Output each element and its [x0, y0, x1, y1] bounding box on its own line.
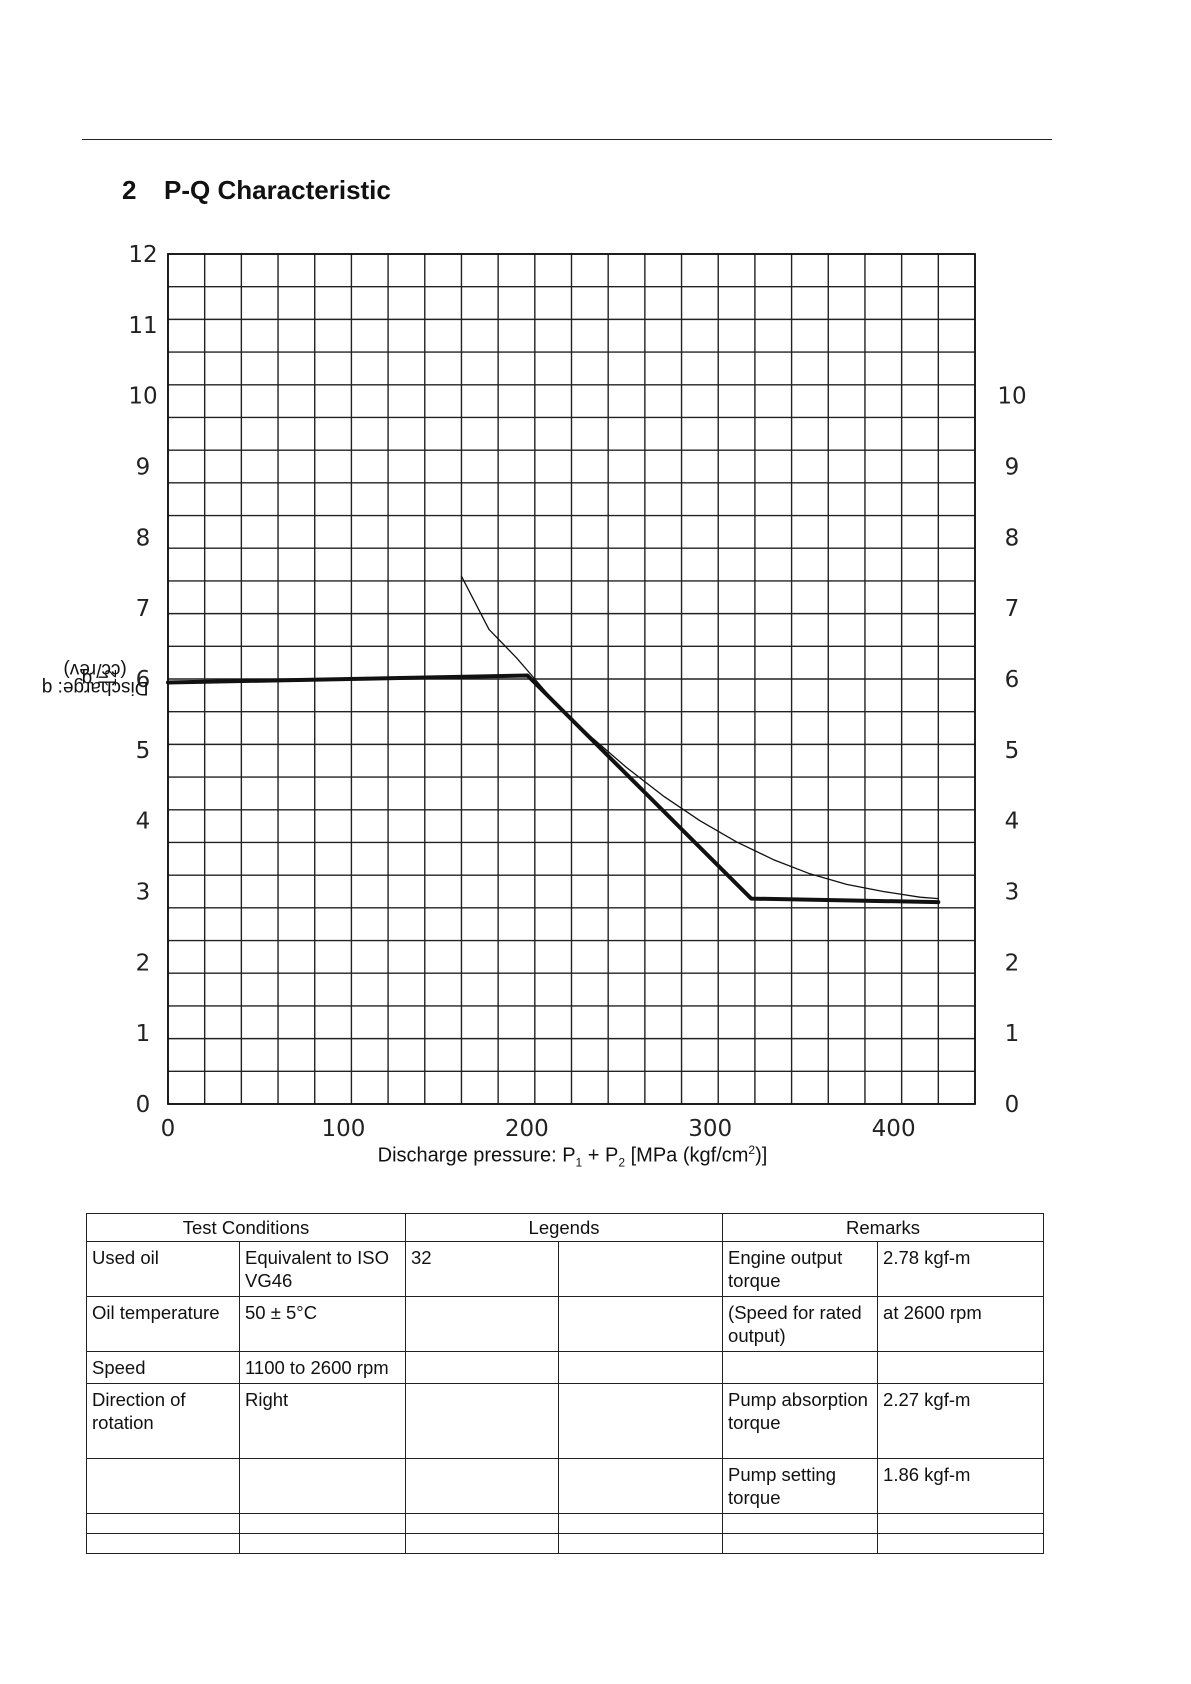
table-row-empty	[86, 1513, 1045, 1534]
test-conditions-table: Test Conditions Legends Remarks Used oil…	[85, 1213, 1045, 1554]
y-tick-label-right: 7	[1005, 596, 1020, 622]
cell-legend-a	[405, 1383, 560, 1459]
table-row: Direction of rotation Right Pump absorpt…	[86, 1383, 1045, 1459]
pq-characteristic-line	[166, 673, 941, 905]
y-tick-label-left: 0	[136, 1092, 151, 1118]
y-tick-label-right: 0	[1005, 1092, 1020, 1118]
y-tick-label-right: 10	[997, 384, 1026, 410]
cell-remark-label: Pump absorption torque	[722, 1383, 879, 1459]
cell-legend-b	[558, 1458, 724, 1514]
header-remarks: Remarks	[722, 1213, 1045, 1242]
section-number: 2	[122, 175, 137, 205]
table-row-empty	[86, 1533, 1045, 1554]
y-tick-label-right: 5	[1005, 738, 1020, 764]
y-tick-label-left: 11	[128, 313, 157, 339]
chart-series	[166, 575, 941, 905]
y-tick-label-left: 4	[136, 809, 151, 835]
cell-legend-a	[405, 1296, 560, 1352]
x-tick-label: 0	[161, 1116, 176, 1142]
section-title: P-Q Characteristic	[164, 175, 391, 205]
cell-remark-label: Engine output torque	[722, 1241, 879, 1297]
cell-remark-value: 2.78 kgf-m	[877, 1241, 1045, 1297]
cell-condition-value: Equivalent to ISO VG46	[238, 1241, 407, 1297]
y-tick-label-left: 3	[136, 880, 151, 906]
table-row: Pump setting torque 1.86 kgf-m	[86, 1458, 1045, 1514]
table-row: Used oil Equivalent to ISO VG46 32 Engin…	[86, 1241, 1045, 1297]
y-tick-label-left: 9	[136, 455, 151, 481]
table-header-row: Test Conditions Legends Remarks	[85, 1213, 1045, 1242]
top-rule	[82, 139, 1052, 140]
plot-frame	[167, 253, 976, 1105]
y-tick-label-left: 12	[128, 242, 157, 268]
y-tick-label-right: 4	[1005, 809, 1020, 835]
y-tick-label-right: 8	[1005, 525, 1020, 551]
cell-remark-value	[877, 1351, 1045, 1384]
x-axis-title: Discharge pressure: P1 + P2 [MPa (kgf/cm…	[377, 1143, 768, 1170]
table-row: Speed 1100 to 2600 rpm	[86, 1351, 1045, 1384]
constant-torque-curve	[460, 575, 939, 900]
x-tick-label: 200	[505, 1116, 549, 1142]
section-heading: 2 P-Q Characteristic	[122, 175, 391, 206]
header-legends: Legends	[405, 1213, 724, 1242]
x-tick-label: 400	[872, 1116, 916, 1142]
cell-remark-label	[722, 1351, 879, 1384]
cell-condition-value: 1100 to 2600 rpm	[238, 1351, 407, 1384]
y-tick-label-left: 1	[136, 1021, 151, 1047]
cell-remark-value: 2.27 kgf-m	[877, 1383, 1045, 1459]
cell-legend-b	[558, 1296, 724, 1352]
y-tick-label-left: 5	[136, 738, 151, 764]
cell-legend-b	[558, 1351, 724, 1384]
cell-legend-a	[405, 1458, 560, 1514]
y-tick-label-right: 3	[1005, 880, 1020, 906]
y-tick-label-right: 1	[1005, 1021, 1020, 1047]
y-tick-label-right: 9	[1005, 455, 1020, 481]
y-tick-label-right: 6	[1005, 667, 1020, 693]
y-tick-label-left: 6	[136, 667, 151, 693]
cell-remark-label: (Speed for rated output)	[722, 1296, 879, 1352]
header-test-conditions: Test Conditions	[85, 1213, 407, 1242]
cell-legend-a: 32	[405, 1241, 560, 1297]
cell-condition-value: 50 ± 5°C	[238, 1296, 407, 1352]
cell-condition-label: Speed	[86, 1351, 240, 1384]
y-tick-label-left: 10	[128, 384, 157, 410]
cell-condition-label: Used oil	[86, 1241, 240, 1297]
cell-legend-a	[405, 1351, 560, 1384]
cell-condition-label: Oil temperature	[86, 1296, 240, 1352]
cell-condition-label: Direction of rotation	[86, 1383, 240, 1459]
cell-remark-label: Pump setting torque	[722, 1458, 879, 1514]
cell-remark-value: at 2600 rpm	[877, 1296, 1045, 1352]
y-tick-label-left: 7	[136, 596, 151, 622]
x-tick-label: 100	[321, 1116, 365, 1142]
cell-condition-label	[86, 1458, 240, 1514]
y-tick-label-left: 8	[136, 525, 151, 551]
y-tick-label-left: 2	[136, 950, 151, 976]
cell-remark-value: 1.86 kgf-m	[877, 1458, 1045, 1514]
cell-legend-b	[558, 1383, 724, 1459]
table-row: Oil temperature 50 ± 5°C (Speed for rate…	[86, 1296, 1045, 1352]
cell-condition-value: Right	[238, 1383, 407, 1459]
cell-legend-b	[558, 1241, 724, 1297]
cell-condition-value	[238, 1458, 407, 1514]
x-tick-label: 300	[688, 1116, 732, 1142]
y-tick-label-right: 2	[1005, 950, 1020, 976]
